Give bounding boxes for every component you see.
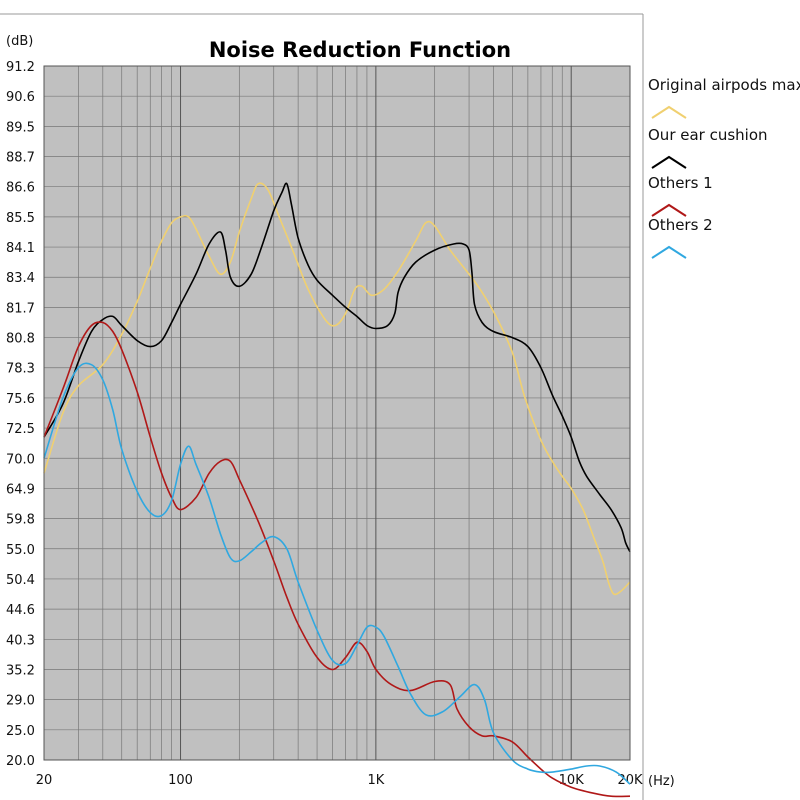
chart-title: Noise Reduction Function (209, 38, 511, 62)
x-tick-label: 20 (36, 773, 53, 788)
y-tick-label: 25.0 (6, 724, 35, 739)
legend-label: Others 2 (648, 216, 713, 234)
chart-frame (0, 13, 644, 800)
y-tick-label: 70.0 (6, 452, 35, 467)
y-tick-label: 55.0 (6, 543, 35, 558)
legend-swatch (651, 203, 687, 217)
legend-swatch (651, 105, 687, 119)
grid-lines (44, 65, 630, 761)
y-tick-label: 75.6 (6, 392, 35, 407)
y-tick-label: 83.4 (6, 271, 35, 286)
legend-swatch (651, 155, 687, 169)
legend-label: Others 1 (648, 174, 713, 192)
y-tick-label: 59.8 (6, 513, 35, 528)
series-line-4 (43, 362, 631, 785)
series-line-1 (43, 182, 631, 596)
plot-border (43, 65, 631, 761)
series-line-3 (43, 321, 631, 798)
legend: Original airpods max Our ear cushion Other… (648, 76, 800, 259)
x-axis-unit-label: (Hz) (648, 774, 675, 789)
x-tick-label: 1K (367, 773, 384, 788)
y-tick-label: 64.9 (6, 482, 35, 497)
x-tick-label: 100 (168, 773, 193, 788)
series-line-2 (43, 182, 631, 553)
y-tick-label: 91.2 (6, 60, 35, 75)
x-tick-label: 10K (559, 773, 585, 788)
y-tick-label: 86.6 (6, 181, 35, 196)
x-tick-label: 20K (617, 773, 643, 788)
y-tick-label: 72.5 (6, 422, 35, 437)
y-tick-label: 50.4 (6, 573, 35, 588)
y-axis-unit-label: (dB) (6, 34, 33, 49)
x-axis-ticks: 20 100 1K 10K 20K (36, 773, 643, 788)
plot-area (44, 66, 630, 760)
y-tick-label: 20.0 (6, 754, 35, 769)
y-tick-label: 88.7 (6, 151, 35, 166)
y-tick-label: 81.7 (6, 301, 35, 316)
y-tick-label: 80.8 (6, 332, 35, 347)
series-lines (43, 182, 631, 798)
legend-label: Our ear cushion (648, 126, 768, 144)
y-tick-label: 40.3 (6, 633, 35, 648)
y-tick-label: 29.0 (6, 694, 35, 709)
y-axis-ticks: 91.2 90.6 89.5 88.7 86.6 85.5 84.1 83.4 81.7 80.8… (6, 60, 35, 769)
y-tick-label: 78.3 (6, 362, 35, 377)
y-tick-label: 84.1 (6, 241, 35, 256)
y-tick-label: 90.6 (6, 90, 35, 105)
legend-label: Original airpods max (648, 76, 800, 94)
legend-swatch (651, 245, 687, 259)
y-tick-label: 35.2 (6, 663, 35, 678)
y-tick-label: 85.5 (6, 211, 35, 226)
y-tick-label: 89.5 (6, 120, 35, 135)
y-tick-label: 44.6 (6, 603, 35, 618)
